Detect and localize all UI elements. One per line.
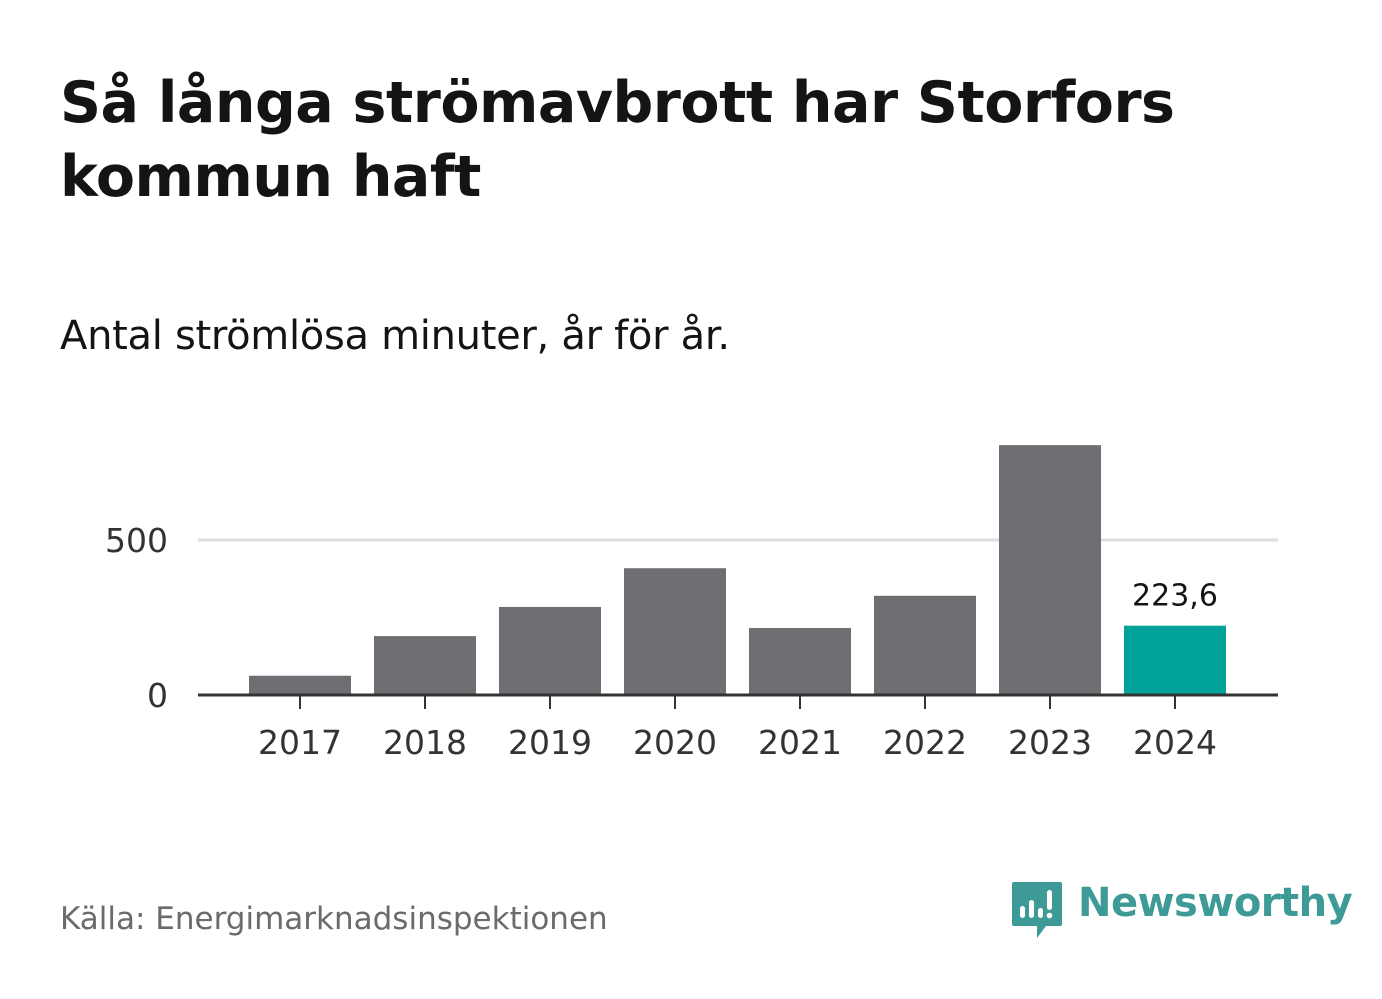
x-tick-label: 2024 [1133,723,1217,762]
brand-name: Newsworthy [1078,880,1353,926]
y-tick-label: 0 [147,676,168,715]
x-axis [198,693,1278,709]
bar [374,636,476,695]
x-tick-label: 2018 [383,723,467,762]
data-label: 223,6 [1132,579,1218,614]
bar [624,568,726,695]
bar [999,445,1101,695]
chart-title: Så långa strömavbrott har Storfors kommu… [60,70,1175,210]
x-tick-label: 2022 [883,723,967,762]
x-tick-label: 2020 [633,723,717,762]
labels: 0 500 2017 2018 2019 2020 2021 2022 2023 2024 223,… [105,521,1218,762]
source-note: Källa: Energimarknadsinspektionen [60,901,608,937]
x-tick-label: 2023 [1008,723,1092,762]
brand-logo-block: Newsworthy [1010,878,1353,942]
x-tick-label: 2019 [508,723,592,762]
x-tick-label: 2021 [758,723,842,762]
bars [249,445,1226,695]
y-tick-label: 500 [105,521,168,560]
x-tick-label: 2017 [258,723,342,762]
bar [499,606,601,695]
bar-highlight [1124,625,1226,695]
bar [874,595,976,695]
bar [749,628,851,695]
bar [249,675,351,695]
chart-subtitle: Antal strömlösa minuter, år för år. [60,313,730,359]
bar-chart-speech-bubble-icon [1012,882,1062,938]
